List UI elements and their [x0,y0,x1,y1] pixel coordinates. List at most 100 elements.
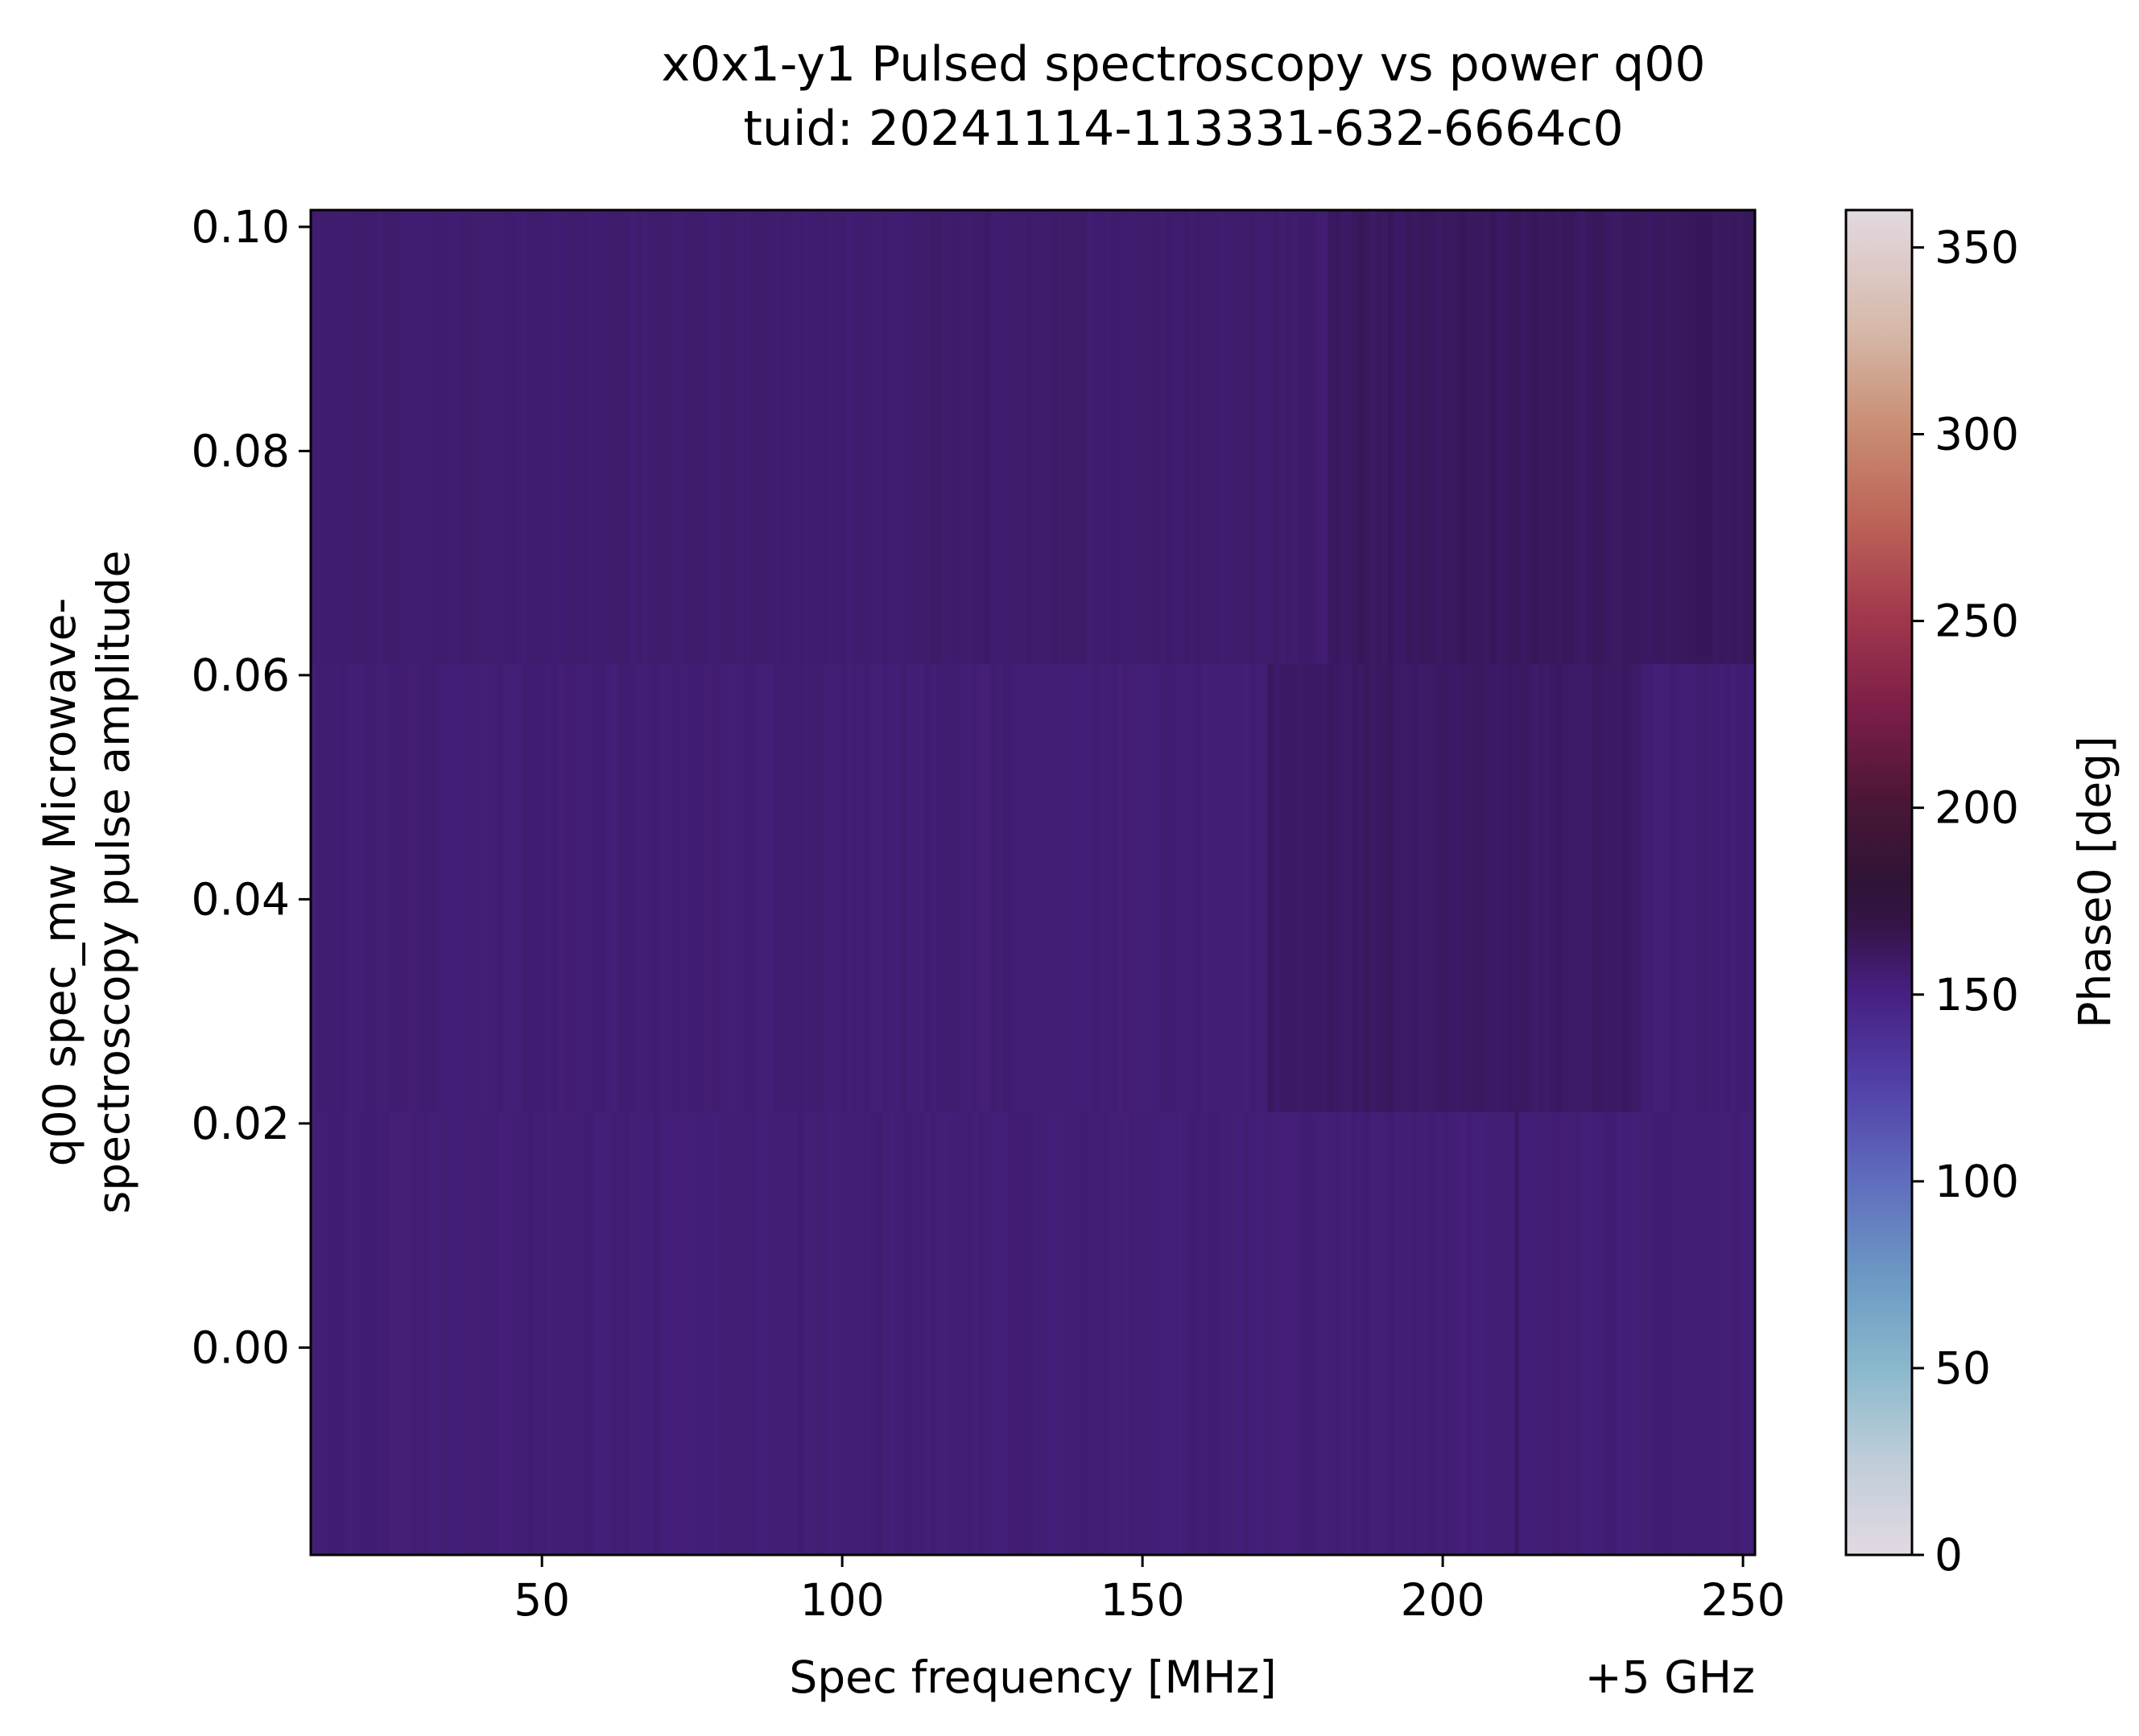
heatmap-cell [1297,663,1304,1112]
heatmap-cell [1357,1111,1365,1555]
heatmap-cell [1580,210,1588,664]
heatmap-cell [425,1111,432,1555]
heatmap-cell [1617,663,1624,1112]
heatmap-cell [425,663,432,1112]
heatmap-cell [708,1111,715,1555]
heatmap-cell [455,663,462,1112]
heatmap-cell [1460,1111,1467,1555]
heatmap-cell [1514,210,1522,664]
heatmap-cell [1388,663,1395,1112]
heatmap-cell [1111,1111,1118,1555]
heatmap-cell [1484,1111,1491,1555]
heatmap-cell [918,1111,926,1555]
heatmap-cell [1472,210,1479,664]
heatmap-cell [1135,210,1142,664]
heatmap-cell [1749,1111,1756,1555]
heatmap-cell [1376,210,1383,664]
heatmap-cell [1430,663,1437,1112]
heatmap-cell [365,1111,372,1555]
heatmap-cell [1556,210,1563,664]
heatmap-cell [509,663,516,1112]
heatmap-cell [1068,663,1076,1112]
heatmap-cell [1285,210,1293,664]
heatmap-cell [1454,1111,1461,1555]
heatmap-cell [1033,1111,1040,1555]
heatmap-cell [1364,210,1371,664]
heatmap-cell [370,1111,378,1555]
heatmap-cell [749,663,757,1112]
heatmap-cell [1099,663,1106,1112]
heatmap-cell [671,663,679,1112]
heatmap-cell [533,1111,540,1555]
heatmap-cell [1279,210,1286,664]
heatmap-cell [834,1111,841,1555]
heatmap-cell [587,210,594,664]
heatmap-cell [972,1111,980,1555]
heatmap-cell [1219,663,1226,1112]
heatmap-cell [696,1111,703,1555]
heatmap-cell [985,1111,992,1555]
heatmap-cell [1087,663,1094,1112]
heatmap-cell [954,663,961,1112]
heatmap-cell [762,1111,769,1555]
heatmap-cell [1526,1111,1534,1555]
heatmap-cell [1442,210,1449,664]
heatmap-cell [1550,663,1557,1112]
heatmap-cell [918,663,926,1112]
heatmap-cell [557,1111,564,1555]
heatmap-cell [1423,210,1431,664]
heatmap-cell [666,210,673,664]
colorbar-tick-label: 300 [1935,409,2019,460]
heatmap-cell [720,1111,727,1555]
heatmap-cell [473,1111,480,1555]
heatmap-cell [1315,210,1323,664]
heatmap-cell [1646,1111,1654,1555]
heatmap-cell [443,210,450,664]
heatmap-cell [1039,210,1046,664]
heatmap-cell [599,1111,606,1555]
heatmap-cell [1388,210,1395,664]
heatmap-cell [997,210,1004,664]
heatmap-cell [563,663,571,1112]
heatmap-cell [1364,663,1371,1112]
heatmap-cell [1664,663,1671,1112]
heatmap-cell [1123,1111,1130,1555]
heatmap-cell [990,1111,997,1555]
heatmap-cell [370,210,378,664]
heatmap-cell [545,210,552,664]
heatmap-cell [431,210,438,664]
chart-title-line2: tuid: 20241114-113331-632-6664c0 [743,101,1623,157]
heatmap-cell [1279,663,1286,1112]
chart-title-line1: x0x1-y1 Pulsed spectroscopy vs power q00 [661,36,1705,93]
heatmap-cell [1009,1111,1016,1555]
heatmap-cell [1092,1111,1100,1555]
heatmap-cell [1014,210,1022,664]
heatmap-cell [888,663,895,1112]
heatmap-cell [924,210,931,664]
heatmap-cell [858,1111,865,1555]
heatmap-cell [1183,210,1190,664]
heatmap-cell [792,210,799,664]
heatmap-cell [1026,663,1034,1112]
heatmap-cell [1267,1111,1274,1555]
heatmap-cell [1646,210,1654,664]
heatmap-cell [1099,1111,1106,1555]
heatmap-cell [1508,663,1515,1112]
heatmap-cell [334,210,341,664]
heatmap-cell [1369,1111,1377,1555]
heatmap-cell [448,1111,456,1555]
heatmap-cell [864,210,871,664]
heatmap-cell [365,210,372,664]
heatmap-cell [1454,663,1461,1112]
heatmap-cell [659,210,667,664]
heatmap-line-feature [1514,1111,1519,1555]
heatmap-cell [1604,210,1612,664]
heatmap-cell [539,1111,547,1555]
heatmap-cell [1592,210,1600,664]
heatmap-cell [954,1111,961,1555]
heatmap-cell [1255,663,1262,1112]
heatmap-cell [810,663,817,1112]
heatmap-cell [1075,663,1082,1112]
heatmap-cell [978,663,985,1112]
heatmap-cell [972,210,980,664]
